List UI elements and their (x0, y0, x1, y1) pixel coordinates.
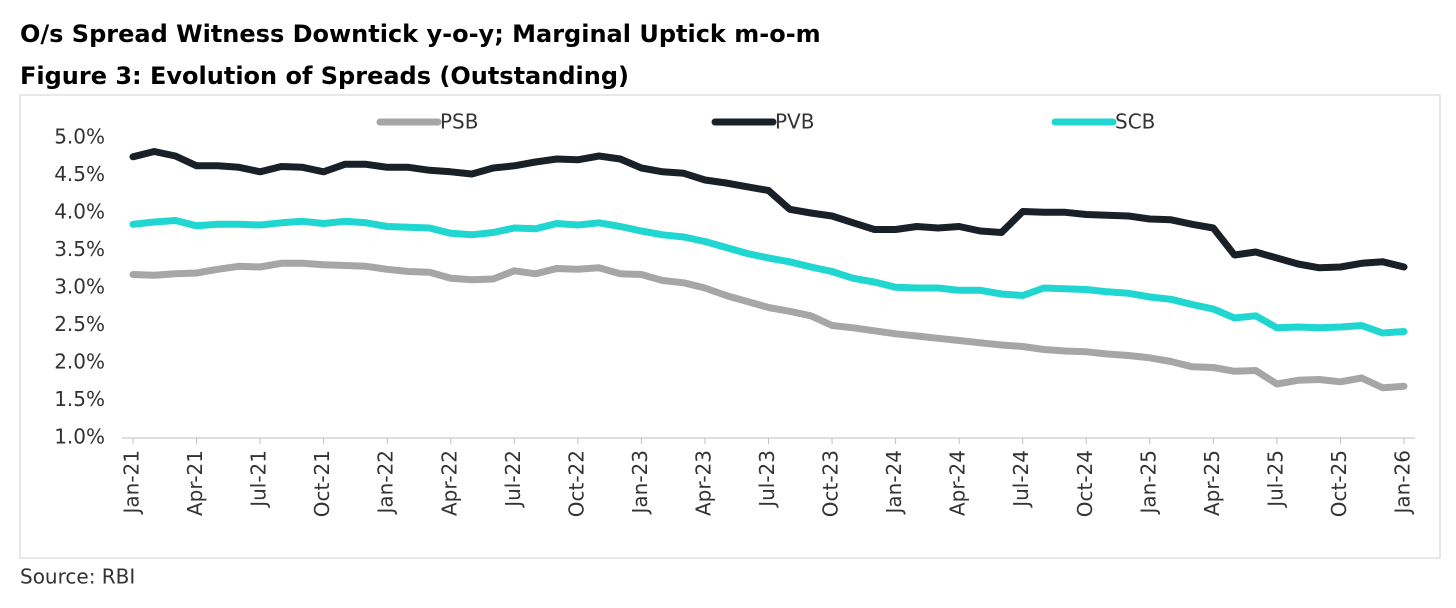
chart-frame (19, 94, 1441, 559)
x-tick-label: Jul-22 (501, 450, 525, 509)
y-tick-label: 3.5% (54, 237, 105, 261)
source-note: Source: RBI (20, 565, 135, 589)
x-tick-label: Oct-22 (564, 450, 588, 517)
y-tick-label: 2.0% (54, 350, 105, 374)
x-tick-label: Jan-23 (628, 450, 652, 516)
y-tick-label: 1.0% (54, 425, 105, 449)
x-tick-label: Oct-21 (310, 450, 334, 517)
x-tick-label: Jan-21 (120, 450, 144, 516)
y-tick-label: 3.0% (54, 275, 105, 299)
x-tick-label: Jul-24 (1009, 450, 1033, 509)
y-tick-label: 4.0% (54, 200, 105, 224)
x-tick-label: Apr-23 (691, 450, 715, 516)
y-tick-label: 2.5% (54, 312, 105, 336)
legend-label: SCB (1115, 110, 1155, 134)
x-tick-label: Oct-24 (1073, 450, 1097, 517)
y-tick-label: 4.5% (54, 162, 105, 186)
x-tick-label: Oct-25 (1327, 450, 1351, 517)
chart-title: O/s Spread Witness Downtick y-o-y; Margi… (20, 20, 821, 48)
x-tick-label: Jan-24 (882, 450, 906, 516)
x-tick-label: Apr-21 (183, 450, 207, 516)
x-tick-label: Apr-22 (437, 450, 461, 516)
x-tick-label: Apr-25 (1200, 450, 1224, 516)
x-tick-label: Jan-22 (374, 450, 398, 516)
x-tick-label: Apr-24 (946, 450, 970, 516)
series-line (129, 217, 1408, 337)
x-tick-label: Jan-26 (1391, 450, 1415, 516)
x-tick-label: Jul-25 (1263, 450, 1287, 509)
legend-label: PVB (775, 110, 814, 134)
series-line (129, 148, 1408, 272)
series-line (129, 259, 1408, 392)
x-tick-label: Jan-25 (1136, 450, 1160, 516)
y-tick-label: 5.0% (54, 125, 105, 149)
chart-subtitle: Figure 3: Evolution of Spreads (Outstand… (20, 62, 629, 90)
x-tick-label: Jul-21 (247, 450, 271, 509)
x-tick-label: Oct-23 (819, 450, 843, 517)
legend-label: PSB (440, 110, 478, 134)
x-tick-label: Jul-23 (755, 450, 779, 509)
y-tick-label: 1.5% (54, 387, 105, 411)
